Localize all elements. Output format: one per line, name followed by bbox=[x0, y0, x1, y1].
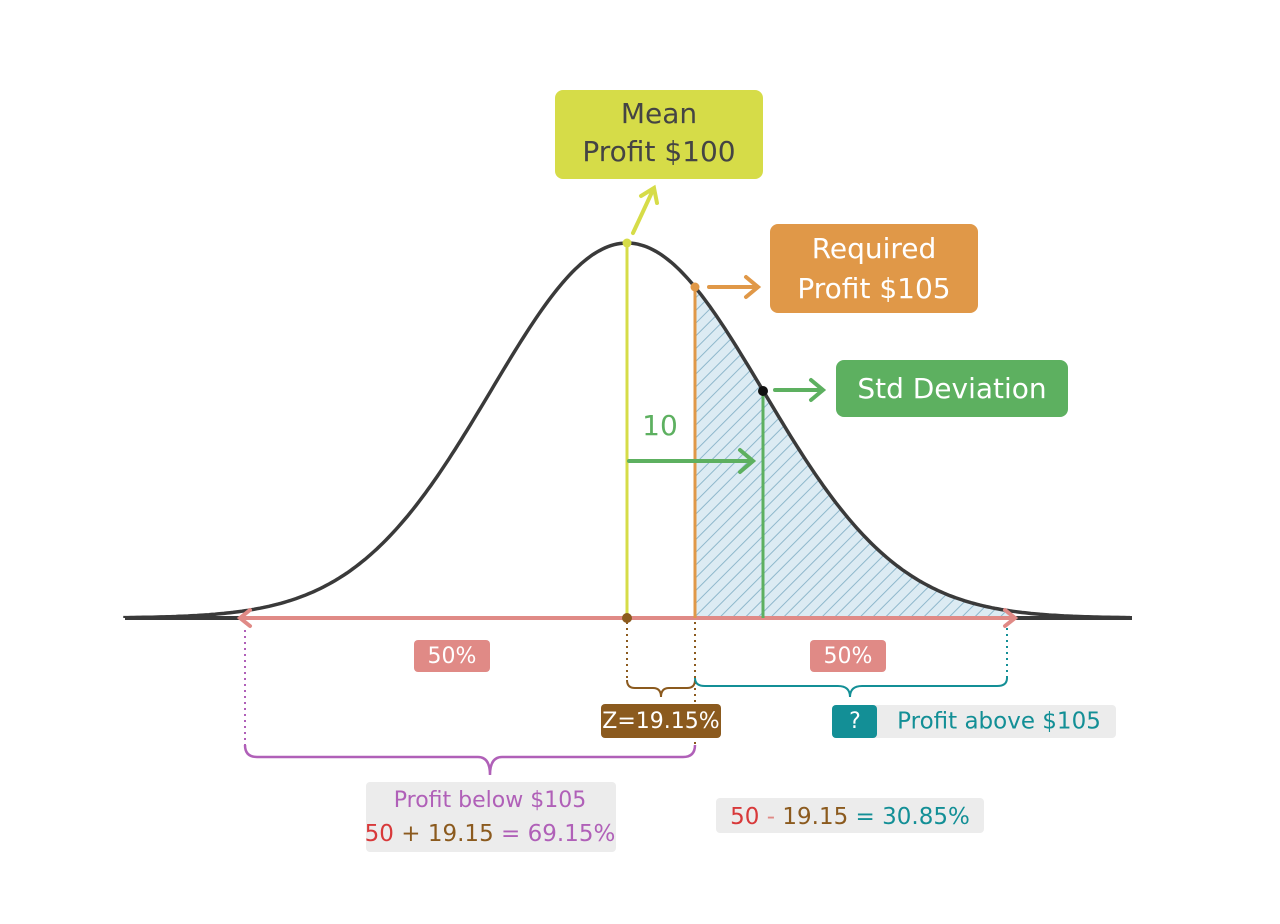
above-label: Profit above $105 bbox=[897, 709, 1101, 735]
above-box bbox=[832, 705, 1116, 738]
std-arrow bbox=[627, 448, 757, 474]
eq-term: 50 bbox=[365, 821, 394, 847]
mean-line-2: Profit $100 bbox=[582, 135, 735, 168]
above-equation-box bbox=[716, 798, 984, 833]
below-box bbox=[366, 782, 616, 852]
std-value: 10 bbox=[642, 409, 678, 442]
mean-arrow bbox=[631, 184, 659, 235]
required-box bbox=[770, 224, 978, 313]
eq-op: - bbox=[767, 804, 775, 830]
right-share: 50% bbox=[824, 644, 873, 669]
eq-term: 19.15 bbox=[782, 804, 848, 830]
mean-box bbox=[555, 90, 763, 179]
eq-term: 50 bbox=[730, 804, 759, 830]
mean-dot bbox=[622, 238, 632, 248]
left-share-box bbox=[414, 640, 490, 672]
below-brace bbox=[243, 744, 697, 776]
right-share-box bbox=[810, 640, 886, 672]
above-badge-box bbox=[832, 705, 877, 738]
eq-result: 69.15% bbox=[528, 821, 616, 847]
eq-op: = bbox=[856, 804, 875, 830]
eq-result: 30.85% bbox=[882, 804, 970, 830]
std-box bbox=[836, 360, 1068, 417]
below-label: Profit below $105 bbox=[394, 788, 586, 813]
std-dot bbox=[758, 386, 768, 396]
z-label: Z=19.15% bbox=[602, 709, 719, 734]
required-line-2: Profit $105 bbox=[797, 272, 950, 305]
required-line-1: Required bbox=[812, 232, 937, 265]
above-equation: 50 - 19.15 = 30.85% bbox=[730, 804, 970, 830]
mean-base-dot bbox=[622, 613, 632, 623]
std-label: Std Deviation bbox=[857, 372, 1046, 405]
eq-op: + bbox=[401, 821, 420, 847]
z-brace bbox=[626, 679, 696, 698]
below-equation: 50 + 19.15 = 69.15% bbox=[365, 821, 616, 847]
mean-line-1: Mean bbox=[621, 97, 697, 130]
std-label-arrow bbox=[773, 378, 827, 402]
left-share: 50% bbox=[428, 644, 477, 669]
eq-op: = bbox=[501, 821, 520, 847]
eq-term: 19.15 bbox=[428, 821, 494, 847]
required-arrow bbox=[707, 275, 762, 299]
z-box bbox=[601, 704, 721, 738]
required-dot bbox=[690, 282, 700, 292]
above-badge: ? bbox=[849, 709, 861, 734]
above-brace bbox=[694, 677, 1008, 698]
shaded-area bbox=[695, 287, 1010, 618]
